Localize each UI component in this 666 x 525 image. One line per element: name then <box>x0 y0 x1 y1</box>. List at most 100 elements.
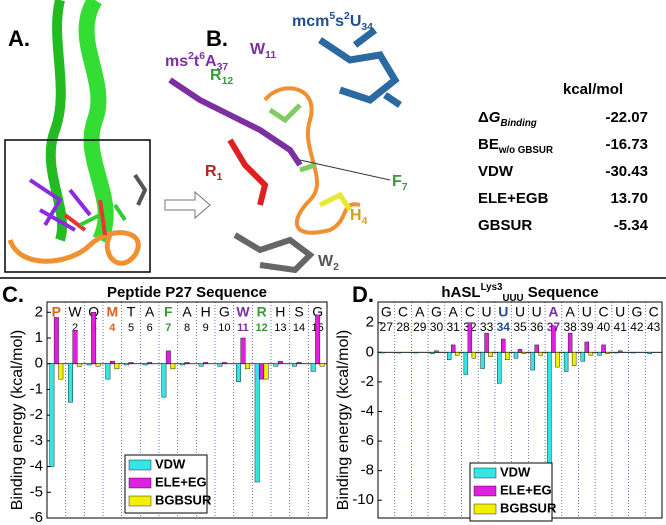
category-letter: G <box>381 304 392 320</box>
y-tick-label: -4 <box>30 458 43 475</box>
text-part: Sequence <box>524 284 599 301</box>
bar <box>380 352 385 354</box>
legend-label: BGBSUR <box>500 500 557 515</box>
zoom-box <box>4 139 151 273</box>
text-part: w/o GBSUR <box>498 145 553 156</box>
text-part: 2 <box>188 51 194 62</box>
category-letter: A <box>182 304 192 320</box>
text-part: A <box>205 53 217 70</box>
category-letter: Q <box>88 304 99 320</box>
bar <box>471 352 477 359</box>
category-letter: G <box>312 304 323 320</box>
rich-text: R12 <box>210 67 233 87</box>
bar <box>605 352 610 354</box>
category-number: 35 <box>513 320 527 334</box>
zoom-arrow <box>164 190 211 220</box>
text-part: H <box>350 207 362 224</box>
bar <box>463 352 469 375</box>
sticks <box>318 27 402 108</box>
bar <box>221 362 227 364</box>
sticks <box>63 199 107 236</box>
category-letter: A <box>548 304 558 320</box>
text-part: s <box>335 13 344 30</box>
text-part: 37 <box>217 62 229 73</box>
legend-swatch <box>473 467 497 479</box>
bar <box>597 352 602 356</box>
text-part: Lys3 <box>481 282 503 293</box>
table-unit: kcal/mol <box>563 81 623 98</box>
bar <box>588 352 594 356</box>
bar <box>484 332 489 353</box>
rich-text: R1 <box>205 163 223 183</box>
text-part: GBSUR <box>478 217 532 234</box>
bar <box>91 312 97 364</box>
category-letter: C <box>598 304 608 320</box>
category-letter: S <box>294 304 303 320</box>
bar <box>521 352 527 354</box>
bar <box>310 363 316 372</box>
rich-text: ΔGBinding <box>478 109 537 129</box>
legend-label: ELE+EG <box>155 474 207 489</box>
category-letter: P <box>52 304 61 320</box>
text-part: 5 <box>329 11 335 22</box>
bar <box>396 352 402 354</box>
bar <box>454 352 460 356</box>
bar <box>647 352 652 354</box>
text-part: VDW <box>478 163 514 180</box>
bar <box>450 344 456 353</box>
bar <box>180 363 185 366</box>
text-part: ms <box>165 53 188 70</box>
bar <box>53 317 59 364</box>
sticks <box>133 173 148 206</box>
category-letter: W <box>68 304 82 320</box>
category-number: 33 <box>480 320 494 334</box>
bar <box>530 352 535 371</box>
category-letter: U <box>498 304 508 320</box>
rich-text: ELE+EGB <box>478 190 549 207</box>
bar <box>245 363 250 370</box>
text-part: t <box>194 53 200 70</box>
bar <box>128 362 134 364</box>
bar <box>567 332 573 353</box>
category-number: 39 <box>580 320 594 334</box>
bar <box>254 363 260 483</box>
category-number: 36 <box>530 320 544 334</box>
category-number: 31 <box>446 320 460 334</box>
text-part: U <box>350 13 362 30</box>
text-part: BE <box>478 136 499 153</box>
text-part: UUU <box>502 293 523 304</box>
text-part: 11 <box>265 50 276 61</box>
bar <box>217 363 223 367</box>
y-tick-label: -5 <box>30 483 43 500</box>
bar <box>315 314 321 364</box>
text-part: 34 <box>361 22 373 33</box>
category-number: 42 <box>630 320 644 334</box>
category-number: 5 <box>128 322 134 334</box>
bar <box>259 363 265 380</box>
legend: VDW ELE+EG BGBSUR <box>469 462 557 522</box>
category-letter: A <box>415 304 425 320</box>
text-part: 1 <box>217 172 223 183</box>
text-part: 7 <box>402 182 408 193</box>
category-number: 12 <box>256 322 268 334</box>
bar <box>109 360 115 364</box>
bar <box>165 350 171 364</box>
bar <box>580 352 586 362</box>
rich-text: BEw/o GBSUR <box>478 136 553 156</box>
table-value: -16.73 <box>605 136 648 153</box>
category-letter: G <box>219 304 230 320</box>
category-letter: A <box>145 304 155 320</box>
legend-swatch <box>128 477 152 489</box>
text-part: 6 <box>199 51 205 62</box>
bar <box>614 352 619 354</box>
panel-a-illustration <box>4 0 211 273</box>
text-part: Binding <box>500 118 536 129</box>
bar <box>273 363 279 367</box>
text-part: mcm <box>292 13 329 30</box>
bar <box>296 362 302 364</box>
bar <box>555 352 560 368</box>
rich-text: W11 <box>250 41 276 61</box>
text-part: R <box>210 67 222 84</box>
